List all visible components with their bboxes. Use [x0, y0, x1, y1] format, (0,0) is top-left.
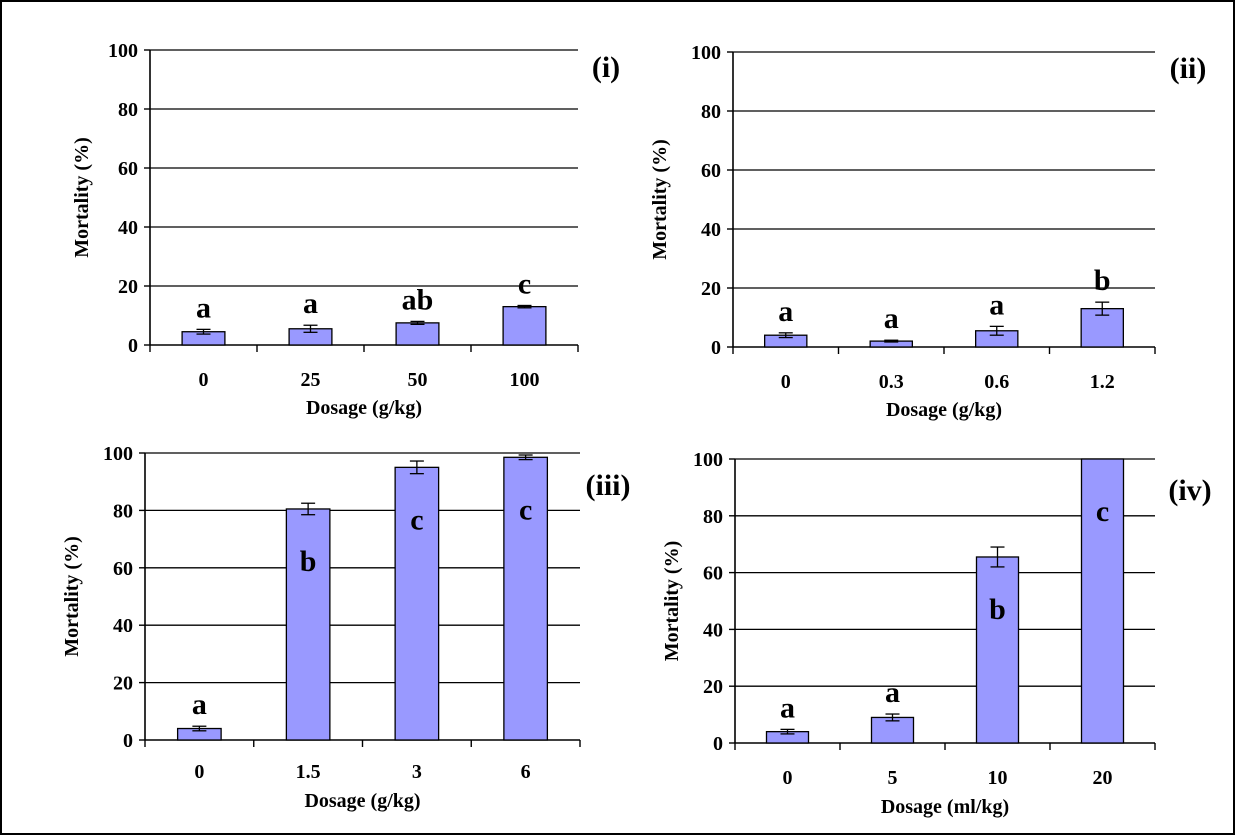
x-axis-title: Dosage (ml/kg) — [881, 796, 1009, 818]
y-tick-label: 80 — [701, 101, 721, 123]
y-tick-label: 0 — [128, 335, 138, 357]
significance-letter: a — [192, 688, 207, 721]
y-tick-label: 20 — [703, 676, 723, 698]
bar — [1080, 458, 1125, 744]
x-tick-label: 50 — [408, 369, 428, 391]
significance-letter: a — [989, 288, 1004, 321]
y-tick-label: 40 — [703, 619, 723, 641]
significance-letter: ab — [402, 283, 434, 316]
y-tick-label: 40 — [113, 615, 133, 637]
x-tick-label: 0 — [199, 369, 209, 391]
y-axis-title: Mortality (%) — [661, 541, 683, 662]
panel-label: (iv) — [1168, 474, 1211, 507]
y-tick-label: 20 — [701, 278, 721, 300]
significance-letter: c — [1096, 495, 1109, 528]
x-axis-title: Dosage (g/kg) — [306, 397, 422, 419]
chart-panel-1: 0 20 40 60 80 100 a 0 a 25 ab 50 c 100 Dosage (g/kg) Mo… — [71, 40, 620, 419]
chart-panel-4: 0 20 40 60 80 100 a 0 a 5 b 10 c 20 Dosage (ml/kg) Mort… — [661, 449, 1212, 818]
x-tick-label: 6 — [521, 761, 531, 783]
y-tick-label: 100 — [103, 443, 133, 465]
x-tick-label: 20 — [1093, 767, 1113, 789]
significance-letter: a — [196, 291, 211, 324]
y-tick-label: 20 — [113, 673, 133, 695]
y-tick-label: 0 — [123, 730, 133, 752]
significance-letter: b — [989, 593, 1006, 626]
significance-letter: a — [885, 676, 900, 709]
bar — [394, 466, 440, 741]
significance-letter: b — [300, 545, 317, 578]
panel-label: (i) — [592, 51, 620, 84]
bar — [502, 305, 547, 346]
y-axis-title: Mortality (%) — [649, 139, 671, 260]
significance-letter: c — [410, 503, 423, 536]
y-tick-label: 100 — [108, 40, 138, 62]
y-tick-label: 60 — [701, 160, 721, 182]
significance-letter: c — [518, 267, 531, 300]
x-tick-label: 100 — [510, 369, 540, 391]
x-tick-label: 0.3 — [879, 371, 904, 393]
panel-label: (iii) — [586, 469, 631, 502]
significance-letter: a — [778, 295, 793, 328]
x-tick-label: 25 — [301, 369, 321, 391]
y-tick-label: 100 — [691, 42, 721, 64]
y-tick-label: 0 — [711, 337, 721, 359]
x-axis-title: Dosage (g/kg) — [304, 790, 420, 812]
panel-label: (ii) — [1170, 52, 1207, 85]
chart-panel-3: 0 20 40 60 80 100 a 0 b 1.5 c 3 c 6 Dosage (g/kg) Morta… — [61, 443, 631, 812]
y-axis-title: Mortality (%) — [71, 137, 93, 258]
x-tick-label: 0 — [783, 767, 793, 789]
y-tick-label: 0 — [713, 733, 723, 755]
x-tick-label: 3 — [412, 761, 422, 783]
x-tick-label: 1.2 — [1090, 371, 1115, 393]
significance-letter: c — [519, 493, 532, 526]
y-axis-title: Mortality (%) — [61, 536, 83, 657]
bar — [503, 456, 549, 741]
x-axis-title: Dosage (g/kg) — [886, 399, 1002, 421]
x-tick-label: 1.5 — [296, 761, 321, 783]
y-tick-label: 40 — [118, 217, 138, 239]
chart-panel-2: 0 20 40 60 80 100 a 0 a 0.3 a 0.6 b 1.2 Dosage (g/kg) M… — [649, 42, 1206, 421]
y-tick-label: 80 — [113, 500, 133, 522]
significance-letter: b — [1094, 264, 1111, 297]
significance-letter: a — [303, 287, 318, 320]
y-tick-label: 60 — [113, 558, 133, 580]
y-tick-label: 40 — [701, 219, 721, 241]
y-tick-label: 80 — [703, 506, 723, 528]
y-tick-label: 80 — [118, 99, 138, 121]
bar — [285, 508, 331, 741]
bar — [975, 556, 1020, 744]
y-tick-label: 60 — [118, 158, 138, 180]
y-tick-label: 100 — [693, 449, 723, 471]
x-tick-label: 0 — [781, 371, 791, 393]
x-tick-label: 0 — [194, 761, 204, 783]
y-tick-label: 60 — [703, 563, 723, 585]
significance-letter: a — [884, 302, 899, 335]
x-tick-label: 10 — [988, 767, 1008, 789]
bar — [395, 322, 440, 346]
x-tick-label: 5 — [888, 767, 898, 789]
y-tick-label: 20 — [118, 276, 138, 298]
significance-letter: a — [780, 691, 795, 724]
x-tick-label: 0.6 — [984, 371, 1009, 393]
